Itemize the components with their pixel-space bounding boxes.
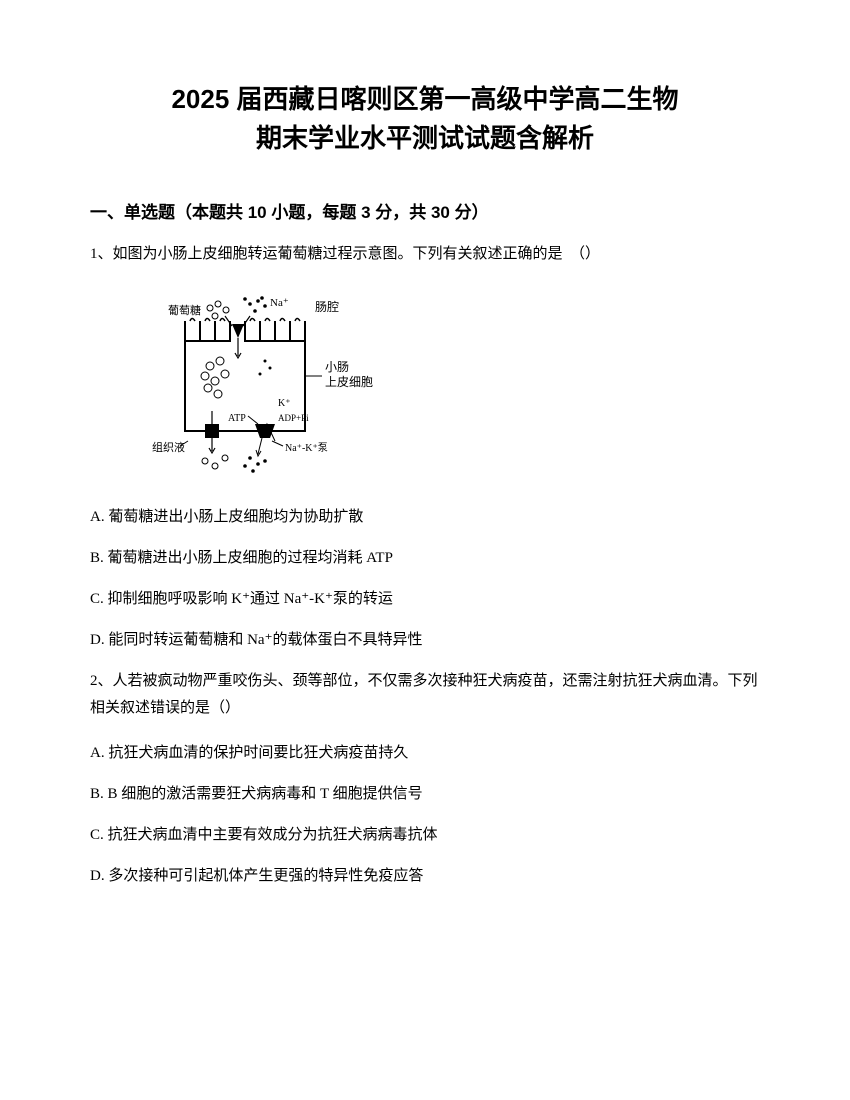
title-line-2: 期末学业水平测试试题含解析 [90, 119, 760, 158]
small-intestine-label: 小肠 [325, 360, 349, 374]
glucose-label: 葡萄糖 [168, 303, 201, 317]
question1-option-c: C. 抑制细胞呼吸影响 K⁺通过 Na⁺-K⁺泵的转运 [90, 586, 760, 613]
page-title: 2025 届西藏日喀则区第一高级中学高二生物 期末学业水平测试试题含解析 [90, 80, 760, 158]
na-k-pump-label: Na⁺-K⁺泵 [285, 442, 328, 454]
na-label: Na⁺ [270, 297, 289, 309]
question2-option-a: A. 抗狂犬病血清的保护时间要比狂犬病疫苗持久 [90, 740, 760, 767]
question2-option-c: C. 抗狂犬病血清中主要有效成分为抗狂犬病病毒抗体 [90, 822, 760, 849]
tissue-fluid-label: 组织液 [152, 440, 185, 454]
question2-text: 2、人若被疯动物严重咬伤头、颈等部位，不仅需多次接种狂犬病疫苗，还需注射抗狂犬病… [90, 668, 760, 722]
question1-option-d: D. 能同时转运葡萄糖和 Na⁺的载体蛋白不具特异性 [90, 627, 760, 654]
section-header: 一、单选题（本题共 10 小题，每题 3 分，共 30 分） [90, 198, 760, 223]
question2-option-b: B. B 细胞的激活需要狂犬病病毒和 T 细胞提供信号 [90, 781, 760, 808]
question1-text: 1、如图为小肠上皮细胞转运葡萄糖过程示意图。下列有关叙述正确的是 （） [90, 241, 760, 268]
atp-label: ATP [228, 413, 246, 424]
question2-option-d: D. 多次接种可引起机体产生更强的特异性免疫应答 [90, 863, 760, 890]
adp-pi-label: ADP+Pi [278, 413, 309, 423]
question1-option-a: A. 葡萄糖进出小肠上皮细胞均为协助扩散 [90, 504, 760, 531]
k-plus-label: K⁺ [278, 398, 291, 409]
question1-option-b: B. 葡萄糖进出小肠上皮细胞的过程均消耗 ATP [90, 545, 760, 572]
cell-transport-diagram: 葡萄糖 Na⁺ 肠腔 [150, 286, 410, 486]
question1-diagram: 葡萄糖 Na⁺ 肠腔 [150, 286, 410, 486]
title-line-1: 2025 届西藏日喀则区第一高级中学高二生物 [90, 80, 760, 119]
epithelial-cell-label: 上皮细胞 [325, 375, 373, 389]
intestinal-cavity-label: 肠腔 [315, 299, 339, 314]
